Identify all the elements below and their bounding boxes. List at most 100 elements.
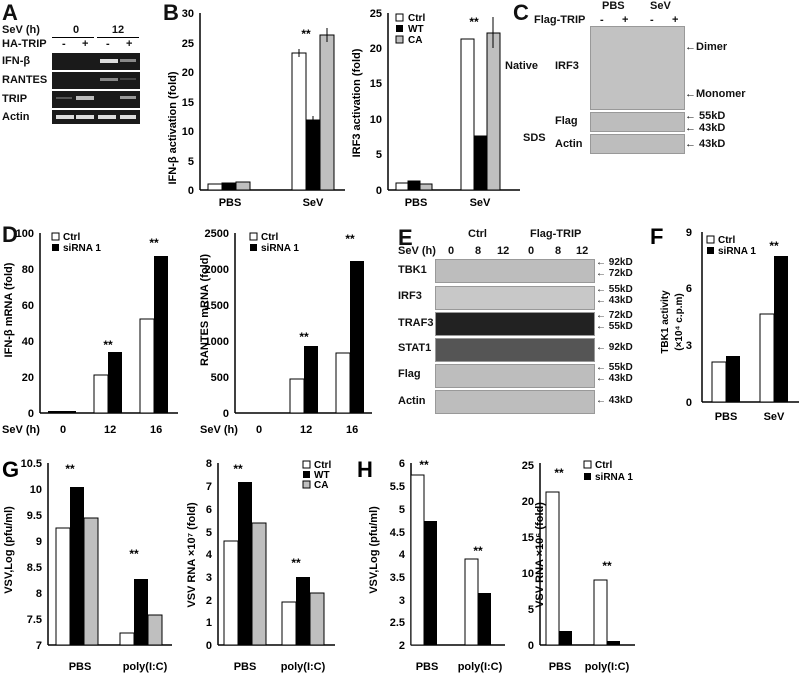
marker: ← 92kD ← 72kD [596,257,633,279]
svg-text:siRNA 1: siRNA 1 [63,243,101,254]
svg-text:1: 1 [206,617,212,629]
svg-text:5: 5 [399,504,405,516]
svg-text:7.5: 7.5 [27,614,42,626]
svg-text:4.5: 4.5 [390,527,405,539]
svg-text:30: 30 [182,8,194,20]
svg-text:4: 4 [399,549,406,561]
gene-label: RANTES [2,74,48,86]
panel-label-d: D [2,222,18,247]
svg-text:PBS: PBS [715,411,738,422]
svg-text:RANTES mRNA (fold): RANTES mRNA (fold) [199,254,211,366]
svg-text:WT: WT [314,470,330,481]
svg-text:1500: 1500 [205,300,229,312]
row-label: TBK1 [398,264,427,276]
svg-text:**: ** [469,15,479,29]
svg-text:**: ** [345,232,355,246]
group-flag-trip: Flag-TRIP [530,228,582,240]
svg-text:CA: CA [408,35,422,46]
svg-text:0: 0 [686,397,692,409]
marker: ← 55kD ← 43kD [596,284,633,306]
svg-text:5: 5 [188,156,194,168]
svg-text:2.5: 2.5 [390,617,405,629]
sign: + [82,38,89,50]
svg-text:2: 2 [206,595,212,607]
sign: + [672,14,679,26]
svg-text:SeV (h): SeV (h) [2,424,40,436]
svg-text:20: 20 [370,43,382,55]
svg-text:Ctrl: Ctrl [718,235,735,246]
chart-d: IFN-β mRNA (fold) 0 20 40 60 80 100 ** ** Ctrl… [2,228,372,436]
svg-text:VSV,Log (pfu/ml): VSV,Log (pfu/ml) [3,506,15,594]
sign: + [622,14,629,26]
svg-text:80: 80 [22,264,34,276]
svg-text:16: 16 [150,424,162,436]
svg-text:TBK1 activity: TBK1 activity [660,290,671,354]
svg-text:**: ** [291,556,301,570]
blot-traf3 [435,312,595,336]
svg-text:IFN-β mRNA (fold): IFN-β mRNA (fold) [3,262,15,357]
gel-bands [56,59,136,119]
axis-label-b-right: IRF3 activation (fold) [351,48,363,157]
svg-text:Ctrl: Ctrl [314,460,331,471]
svg-text:16: 16 [346,424,358,436]
svg-text:40: 40 [22,336,34,348]
svg-text:10: 10 [182,126,194,138]
svg-text:siRNA 1: siRNA 1 [595,472,633,483]
time: 8 [475,245,482,257]
svg-text:9: 9 [36,536,42,548]
svg-text:7: 7 [206,481,212,493]
svg-text:3.5: 3.5 [390,572,405,584]
svg-text:poly(I:C): poly(I:C) [123,661,168,673]
svg-text:8: 8 [36,588,42,600]
svg-text:VSV RNA ×10⁷ (fold): VSV RNA ×10⁷ (fold) [186,502,198,608]
svg-text:25: 25 [370,8,382,20]
svg-text:**: ** [65,462,75,476]
svg-text:H: H [357,457,373,482]
svg-text:poly(I:C): poly(I:C) [585,661,630,673]
svg-text:SeV (h): SeV (h) [200,424,238,436]
svg-text:5: 5 [528,604,534,616]
panel-label-b: B [163,0,179,25]
svg-text:0: 0 [223,408,229,420]
svg-text:20: 20 [22,372,34,384]
svg-text:**: ** [233,462,243,476]
marker: ← 55kD [685,110,726,122]
svg-text:2000: 2000 [205,264,229,276]
row-label: Actin [398,395,426,407]
native-label: Native [505,60,539,72]
svg-text:10: 10 [370,114,382,126]
marker: ← 43kD [685,122,726,134]
blot-flag [590,112,685,132]
svg-text:5: 5 [206,527,212,539]
svg-text:6: 6 [399,458,405,470]
svg-text:**: ** [299,330,309,344]
svg-text:PBS: PBS [234,661,257,673]
blot-irf3 [435,286,595,310]
svg-text:15: 15 [182,97,194,109]
blot-actin [590,134,685,154]
marker: ←Dimer [685,41,728,53]
svg-text:6: 6 [206,504,212,516]
svg-text:10: 10 [30,484,42,496]
svg-text:Ctrl: Ctrl [261,232,278,243]
svg-text:25: 25 [182,38,194,50]
group-ctrl: Ctrl [468,228,487,240]
svg-text:WT: WT [408,24,424,35]
flag-trip-label: Flag-TRIP [534,14,586,26]
svg-text:7: 7 [36,640,42,652]
blot-stat1 [435,338,595,362]
group-pbs: PBS [602,0,625,12]
blot-irf3-native [590,26,685,110]
svg-text:**: ** [602,559,612,573]
svg-text:PBS: PBS [69,661,92,673]
blot-flag [435,364,595,388]
gene-label: TRIP [2,93,28,105]
svg-text:Ctrl: Ctrl [408,13,425,24]
actin-label: Actin [555,138,583,150]
marker: ← 43kD [685,138,726,150]
marker: ←Monomer [685,88,746,100]
chart-f: F TBK1 activity (×10⁴ c.p.m) 0 3 6 9 ** Ctr… [650,224,799,422]
gene-label: Actin [2,111,30,123]
